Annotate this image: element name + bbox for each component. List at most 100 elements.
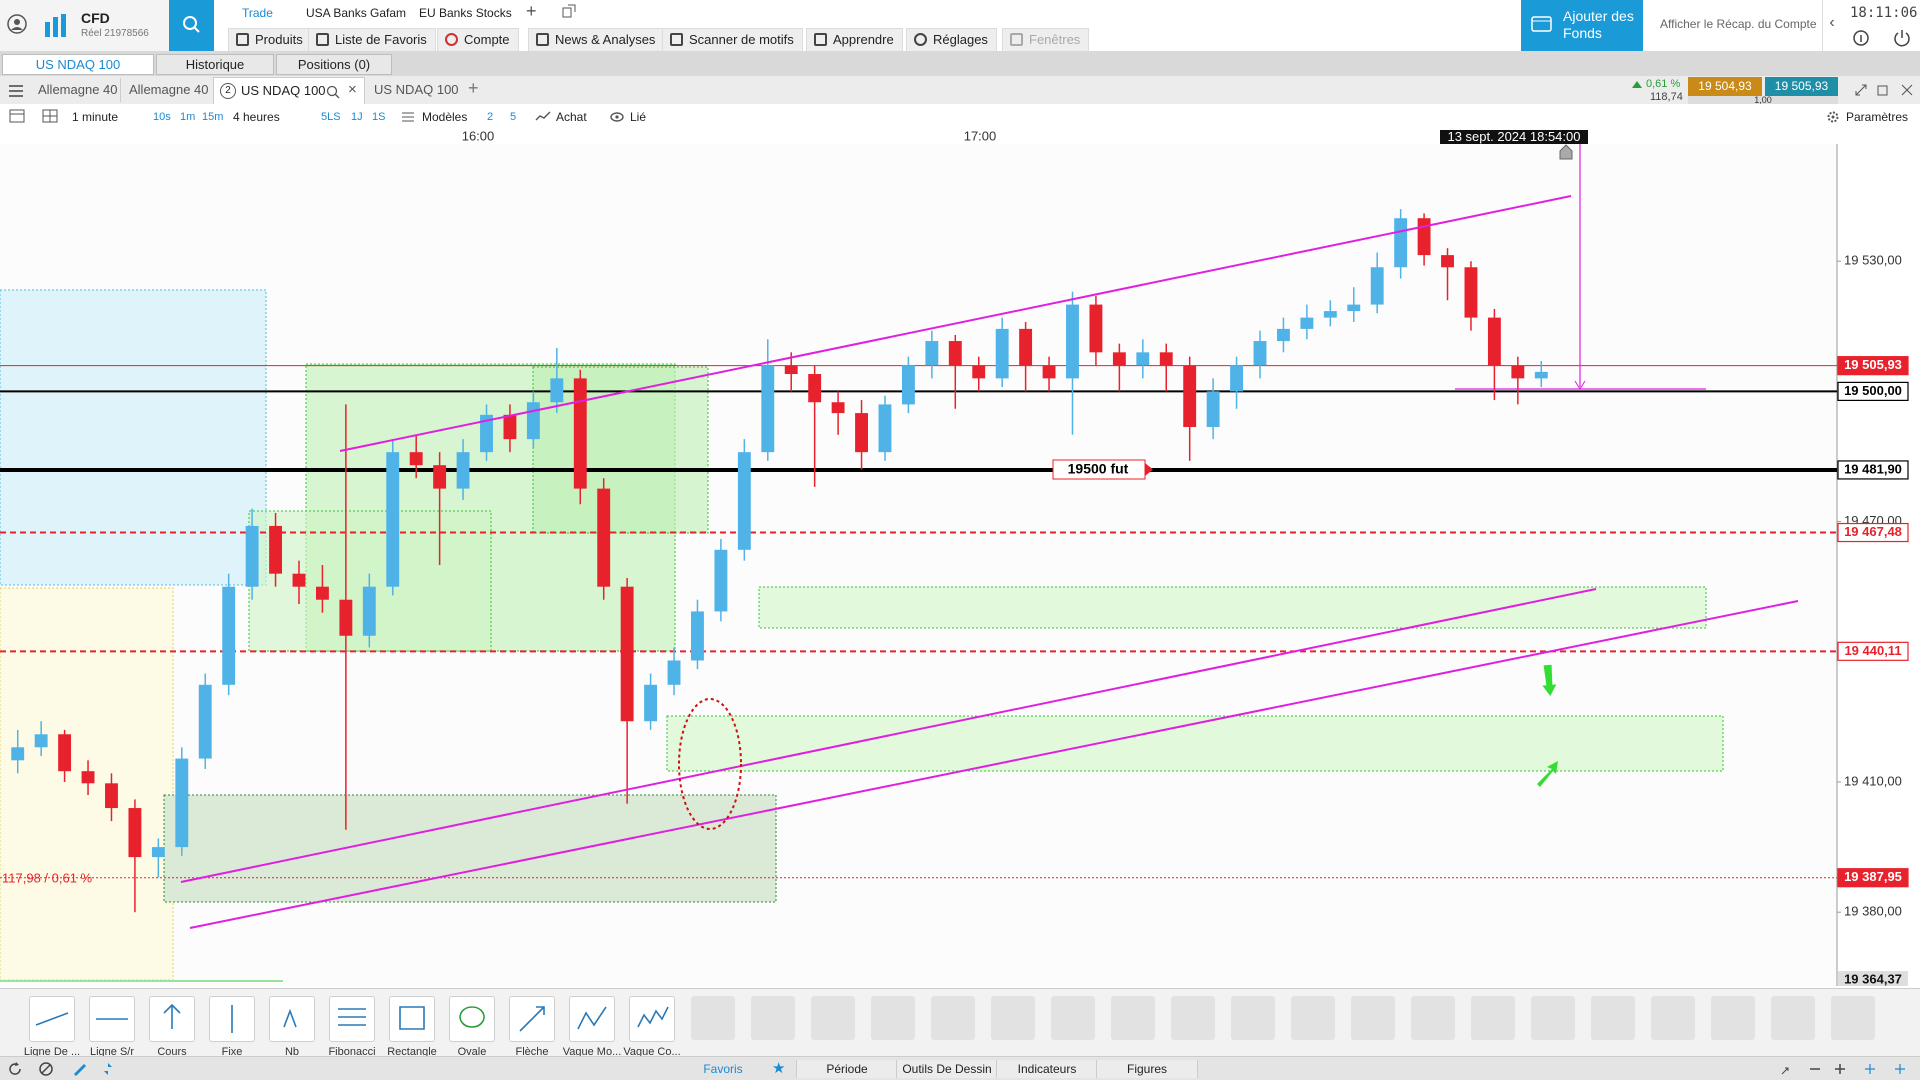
menu-item[interactable]: News & Analyses xyxy=(528,28,665,52)
window-icons[interactable] xyxy=(1852,29,1916,47)
candle-body[interactable] xyxy=(573,378,587,489)
candle-body[interactable] xyxy=(808,374,822,403)
chart-window-icons[interactable] xyxy=(1854,83,1916,97)
candle-body[interactable] xyxy=(245,525,259,587)
bottom-icons[interactable] xyxy=(8,1061,118,1077)
candle-body[interactable] xyxy=(855,413,868,453)
candle-body[interactable] xyxy=(1159,352,1173,366)
favorite-star[interactable]: ★ xyxy=(772,1060,786,1077)
account-summary[interactable]: Afficher le Récap. du Compte xyxy=(1660,17,1817,31)
tab-close[interactable]: × xyxy=(348,81,357,98)
settings-button[interactable]: Paramètres xyxy=(1846,110,1909,124)
menu-icon[interactable] xyxy=(8,84,24,98)
candle-body[interactable] xyxy=(386,452,400,587)
candle-body[interactable] xyxy=(1136,352,1150,366)
candle-body[interactable] xyxy=(1464,267,1478,318)
quick-interval[interactable]: 10s xyxy=(153,111,171,123)
candle-body[interactable] xyxy=(1042,365,1056,379)
layout-option[interactable]: 2 xyxy=(487,111,494,123)
empty-tool-slot[interactable] xyxy=(1231,996,1275,1040)
candle-body[interactable] xyxy=(995,328,1009,379)
chart-tab[interactable]: Allemagne 40 xyxy=(120,78,217,102)
empty-tool-slot[interactable] xyxy=(1111,996,1155,1040)
drawing-tool[interactable]: Fibonacci xyxy=(327,996,377,1058)
empty-tool-slot[interactable] xyxy=(1471,996,1515,1040)
candle-body[interactable] xyxy=(597,488,611,587)
layout-icon[interactable] xyxy=(42,109,58,123)
candle-body[interactable] xyxy=(878,404,892,453)
arrow-up[interactable] xyxy=(1541,664,1558,696)
menu-item[interactable]: Fenêtres xyxy=(1002,28,1090,52)
candle-body[interactable] xyxy=(1277,328,1290,342)
empty-tool-slot[interactable] xyxy=(1291,996,1335,1040)
candle-body[interactable] xyxy=(198,684,212,759)
buy-price[interactable]: 19 505,93 xyxy=(1765,77,1838,96)
candle-body[interactable] xyxy=(972,365,986,379)
templates-button[interactable]: Modèles xyxy=(422,110,468,124)
candle-body[interactable] xyxy=(362,586,376,636)
candle-body[interactable] xyxy=(1534,371,1548,379)
candle-body[interactable] xyxy=(761,365,775,453)
candle-body[interactable] xyxy=(1347,304,1361,312)
candle-body[interactable] xyxy=(456,452,470,489)
chart-tab[interactable]: US NDAQ 100 xyxy=(374,82,459,97)
candle-body[interactable] xyxy=(526,402,540,440)
candle-body[interactable] xyxy=(128,808,142,858)
trend-line[interactable] xyxy=(189,600,1799,929)
menu-item[interactable]: Produits xyxy=(228,28,312,52)
range-select[interactable]: 4 heures xyxy=(233,110,280,124)
empty-tool-slot[interactable] xyxy=(1591,996,1635,1040)
candle-body[interactable] xyxy=(1370,267,1384,305)
zoom-icons[interactable] xyxy=(1778,1061,1918,1077)
candle-body[interactable] xyxy=(737,452,751,550)
candle-body[interactable] xyxy=(1394,218,1408,268)
menu-item[interactable]: Réglages xyxy=(906,28,997,52)
candle-body[interactable] xyxy=(1417,218,1431,256)
panel-tab[interactable]: Positions (0) xyxy=(276,54,392,75)
menu-item[interactable]: Scanner de motifs xyxy=(662,28,803,52)
empty-tool-slot[interactable] xyxy=(1651,996,1695,1040)
candle-body[interactable] xyxy=(151,847,165,858)
chart-tab[interactable]: Allemagne 40 xyxy=(38,82,118,97)
search-button[interactable] xyxy=(169,0,214,51)
quick-range[interactable]: 1S xyxy=(372,111,386,123)
candle-body[interactable] xyxy=(901,365,915,405)
candle-body[interactable] xyxy=(1253,341,1267,366)
sell-price[interactable]: 19 504,93 xyxy=(1688,77,1762,96)
empty-tool-slot[interactable] xyxy=(1531,996,1575,1040)
quick-range[interactable]: 1J xyxy=(351,111,363,123)
zone-rect[interactable] xyxy=(0,289,267,586)
drawing-tool[interactable]: Flèche xyxy=(507,996,557,1058)
candle-body[interactable] xyxy=(105,783,118,809)
arrow-up[interactable] xyxy=(1537,761,1558,787)
layout-option[interactable]: 5 xyxy=(510,111,517,123)
empty-tool-slot[interactable] xyxy=(751,996,795,1040)
candle-body[interactable] xyxy=(644,684,658,722)
collapse-button[interactable]: ‹ xyxy=(1822,0,1841,51)
empty-tool-slot[interactable] xyxy=(1411,996,1455,1040)
bottom-tab[interactable]: Période xyxy=(796,1060,897,1078)
tab-search-icon[interactable] xyxy=(326,85,340,99)
candle-body[interactable] xyxy=(925,341,939,366)
zone-rect[interactable] xyxy=(758,586,1707,629)
candle-body[interactable] xyxy=(269,525,282,574)
top-tab[interactable]: Trade xyxy=(242,6,273,20)
empty-tool-slot[interactable] xyxy=(1051,996,1095,1040)
bottom-tab[interactable]: Favoris xyxy=(703,1062,743,1076)
candle-body[interactable] xyxy=(1112,352,1126,366)
bottom-tab[interactable]: Indicateurs xyxy=(996,1060,1097,1078)
candle-body[interactable] xyxy=(58,734,72,772)
active-chart-tab[interactable]: 2 US NDAQ 100 × xyxy=(213,77,365,105)
candle-body[interactable] xyxy=(831,402,845,414)
candle-body[interactable] xyxy=(81,771,95,784)
candle-body[interactable] xyxy=(1183,365,1197,427)
zone-rect[interactable] xyxy=(666,715,1724,772)
funds-button[interactable]: Ajouter des Fonds xyxy=(1521,0,1643,51)
trend-line[interactable] xyxy=(339,195,1572,452)
candle-body[interactable] xyxy=(480,414,493,453)
drawing-tool[interactable]: Ligne De ... xyxy=(24,996,80,1058)
drawing-tool[interactable]: Fixe xyxy=(207,996,257,1058)
candle-body[interactable] xyxy=(1441,255,1454,268)
candle-body[interactable] xyxy=(1066,304,1079,379)
empty-tool-slot[interactable] xyxy=(991,996,1035,1040)
